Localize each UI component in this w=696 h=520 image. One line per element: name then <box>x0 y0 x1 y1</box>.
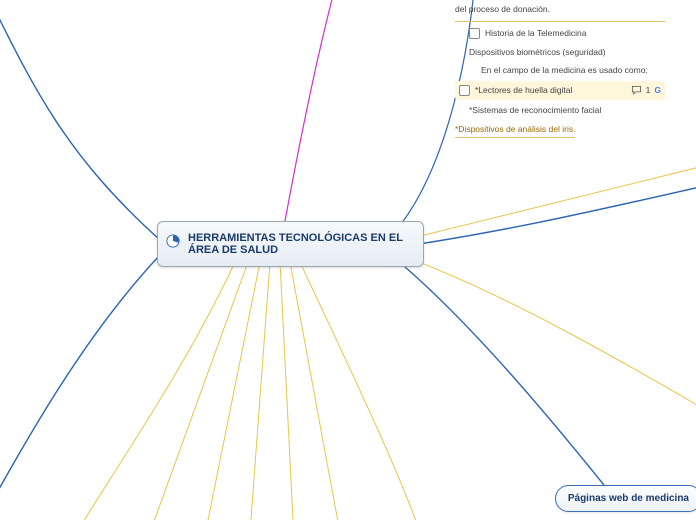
comment-icon[interactable] <box>631 85 642 96</box>
google-icon[interactable]: G <box>654 84 661 97</box>
bottom-right-node[interactable]: Páginas web de medicina <box>555 485 696 512</box>
detail-item[interactable]: *Sistemas de reconocimiento facial <box>455 101 665 120</box>
detail-line: del proceso de donación. <box>455 0 665 19</box>
center-node[interactable]: HERRAMIENTAS TECNOLÓGICAS EN EL ÁREA DE … <box>157 221 424 267</box>
detail-text: Historia de la Telemedicina <box>485 27 586 40</box>
detail-text: Dispositivos biométricos (seguridad) <box>469 46 606 59</box>
item-badges: 1 G <box>631 84 661 97</box>
detail-text: del proceso de donación. <box>455 3 550 16</box>
checkbox-icon[interactable] <box>459 85 470 96</box>
mindmap-canvas: HERRAMIENTAS TECNOLÓGICAS EN EL ÁREA DE … <box>0 0 696 520</box>
detail-item-highlighted[interactable]: *Lectores de huella digital 1 G <box>455 81 665 100</box>
detail-item[interactable]: En el campo de la medicina es usado como… <box>455 61 665 80</box>
divider <box>455 21 665 22</box>
detail-text: En el campo de la medicina es usado como… <box>481 64 648 77</box>
detail-text: *Sistemas de reconocimiento facial <box>469 104 601 117</box>
detail-item[interactable]: *Dispositivos de análisis del iris. <box>455 120 665 142</box>
bottom-right-label: Páginas web de medicina <box>568 493 689 504</box>
detail-text: *Dispositivos de análisis del iris. <box>455 123 575 139</box>
checkbox-icon[interactable] <box>469 28 480 39</box>
comment-count: 1 <box>646 84 651 97</box>
detail-item[interactable]: Historia de la Telemedicina <box>455 24 665 43</box>
detail-text: *Lectores de huella digital <box>475 84 572 97</box>
pie-icon <box>166 234 180 248</box>
top-detail-panel: del proceso de donación. Historia de la … <box>455 0 665 141</box>
center-node-title: HERRAMIENTAS TECNOLÓGICAS EN EL ÁREA DE … <box>188 232 403 256</box>
detail-item[interactable]: Dispositivos biométricos (seguridad) <box>455 43 665 62</box>
